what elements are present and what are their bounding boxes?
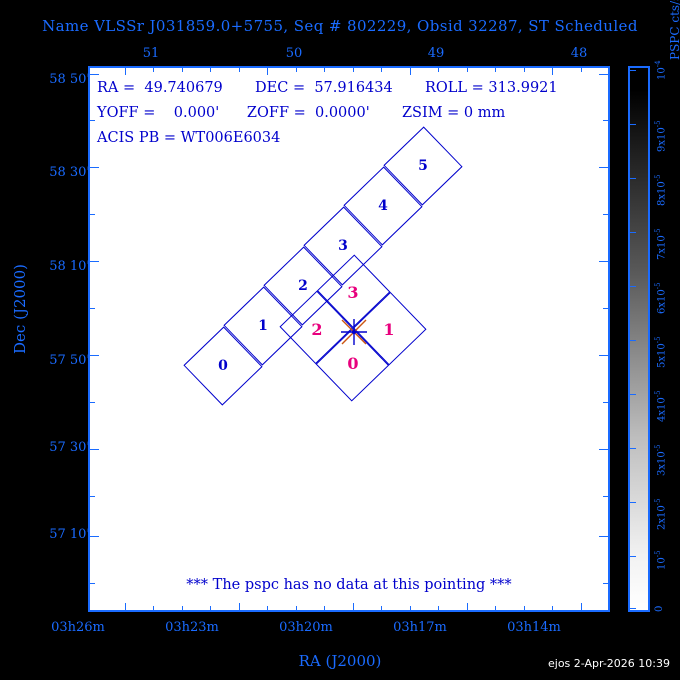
bottom-axis-tick-0: 03h26m	[51, 620, 105, 635]
acis-s-chip-label-2: 2	[298, 278, 308, 294]
dec-axis-tick-5: 57 10'	[49, 527, 90, 542]
dec-axis-tick-0: 58 50'	[49, 72, 90, 87]
sky-plot-area[interactable]: RA = 49.740679 DEC = 57.916434 ROLL = 31…	[88, 66, 610, 612]
no-data-message: *** The pspc has no data at this pointin…	[186, 577, 512, 593]
acis-i-chip-label-2: 2	[311, 320, 323, 339]
acis-s-chip-label-4: 4	[378, 198, 388, 214]
x-axis-title: RA (J2000)	[298, 652, 382, 670]
colorbar-tick-8: 8x10-5	[654, 174, 668, 206]
footer-timestamp: ejos 2-Apr-2026 10:39	[548, 657, 670, 670]
aimpoint-marker	[341, 319, 367, 345]
colorbar-tick-0: 0	[654, 605, 665, 612]
dec-axis-tick-1: 58 30'	[49, 165, 90, 180]
colorbar-gradient	[628, 66, 650, 612]
colorbar-tick-7: 7x10-5	[654, 228, 668, 260]
colorbar-tick-10: 10-4	[654, 60, 668, 80]
acis-i-chip-label-1: 1	[383, 320, 395, 339]
acis-s-chip-label-1: 1	[258, 318, 268, 334]
info-line-ra-dec-roll: RA = 49.740679 DEC = 57.916434 ROLL = 31…	[97, 80, 558, 96]
info-line-offsets: YOFF = 0.000' ZOFF = 0.0000' ZSIM = 0 mm	[97, 105, 506, 121]
acis-s-chip-label-3: 3	[338, 238, 348, 254]
colorbar-tick-3: 3x10-5	[654, 444, 668, 476]
acis-s-chip-label-0: 0	[218, 358, 228, 374]
info-line-acis-pb: ACIS PB = WT006E6034	[97, 130, 281, 146]
bottom-axis-tick-4: 03h14m	[507, 620, 561, 635]
top-axis-tick-1: 50	[285, 46, 303, 61]
top-axis-tick-3: 48	[570, 46, 588, 61]
page-title: Name VLSSr J031859.0+5755, Seq # 802229,…	[42, 17, 638, 35]
bottom-axis-tick-2: 03h20m	[279, 620, 333, 635]
y-axis-title: Dec (J2000)	[11, 264, 29, 354]
colorbar-tick-4: 4x10-5	[654, 390, 668, 422]
observation-info-block: RA = 49.740679 DEC = 57.916434 ROLL = 31…	[97, 76, 558, 151]
bottom-axis-tick-1: 03h23m	[165, 620, 219, 635]
dec-axis-tick-2: 58 10'	[49, 259, 90, 274]
dec-axis-tick-3: 57 50'	[49, 353, 90, 368]
bottom-axis-tick-3: 03h17m	[393, 620, 447, 635]
acis-s-chip-label-5: 5	[418, 158, 428, 174]
acis-i-chip-label-0: 0	[347, 354, 359, 373]
dec-axis-tick-4: 57 30'	[49, 440, 90, 455]
acis-i-chip-label-3: 3	[347, 283, 359, 302]
top-axis-tick-2: 49	[427, 46, 445, 61]
colorbar-tick-1: 10-5	[654, 550, 668, 570]
colorbar-tick-9: 9x10-5	[654, 120, 668, 152]
colorbar-tick-2: 2x10-5	[654, 498, 668, 530]
top-axis-tick-0: 51	[142, 46, 160, 61]
colorbar-title: PSPC cts/s/pixel	[668, 0, 680, 60]
colorbar-tick-6: 6x10-5	[654, 282, 668, 314]
colorbar-tick-5: 5x10-5	[654, 336, 668, 368]
